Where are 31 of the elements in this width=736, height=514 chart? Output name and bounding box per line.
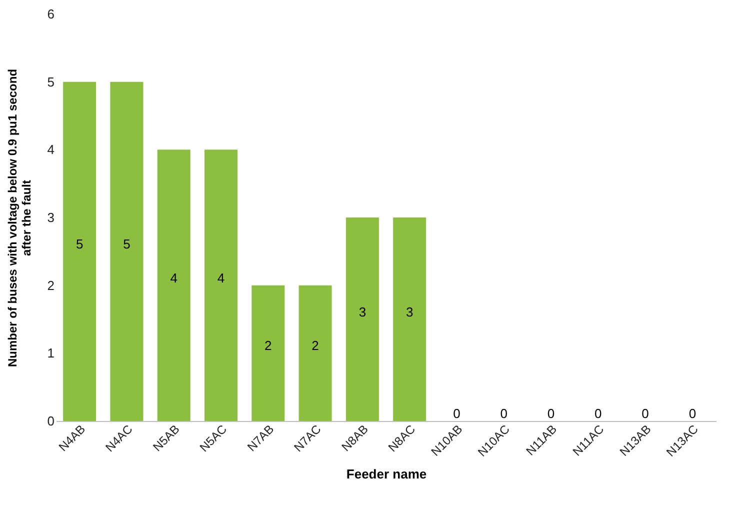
bar <box>393 218 426 421</box>
x-axis-title: Feeder name <box>346 466 427 482</box>
data-label: 0 <box>688 406 696 421</box>
bar <box>157 150 190 421</box>
bar <box>346 218 379 421</box>
data-label: 5 <box>123 236 130 252</box>
data-label: 3 <box>406 304 414 320</box>
data-label: 2 <box>312 338 319 354</box>
bar <box>204 150 238 421</box>
data-label: 5 <box>76 236 84 252</box>
data-label: 2 <box>264 338 272 354</box>
y-tick-label: 6 <box>47 6 54 22</box>
y-tick-label: 0 <box>47 414 54 428</box>
data-label: 3 <box>358 304 366 320</box>
y-tick-label: 3 <box>47 210 54 225</box>
data-label: 4 <box>170 270 178 286</box>
data-label: 0 <box>642 406 649 421</box>
bar <box>63 82 96 421</box>
y-tick-label: 2 <box>47 278 54 293</box>
data-label: 0 <box>500 406 508 421</box>
y-tick-label: 4 <box>47 142 54 158</box>
y-tick-label: 5 <box>47 74 54 90</box>
data-label: 0 <box>547 406 555 421</box>
bar <box>110 82 144 421</box>
y-axis-title: Number of buses with voltage below 0.9 pu1 second after the fault <box>5 68 34 368</box>
y-tick-label: 1 <box>47 346 54 361</box>
data-label: 0 <box>453 406 460 421</box>
data-label: 4 <box>217 270 225 286</box>
bar <box>252 285 285 421</box>
bar <box>298 285 332 421</box>
data-label: 0 <box>594 406 602 421</box>
